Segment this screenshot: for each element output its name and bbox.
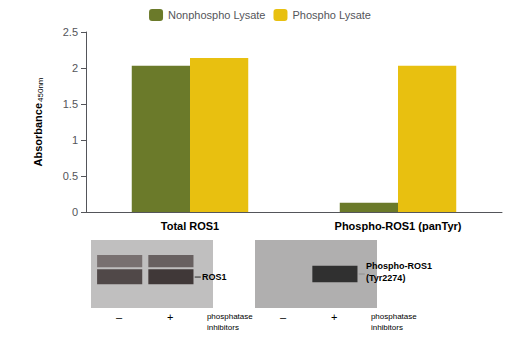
svg-text:1: 1 <box>72 134 78 146</box>
svg-text:+: + <box>167 311 173 323</box>
svg-text:phosphatase: phosphatase <box>207 312 253 321</box>
svg-text:Nonphospho Lysate: Nonphospho Lysate <box>168 9 265 21</box>
svg-text:ROS1: ROS1 <box>202 272 227 282</box>
svg-text:–: – <box>280 311 287 323</box>
svg-text:Phospho-ROS1: Phospho-ROS1 <box>366 261 432 271</box>
svg-text:phosphatase: phosphatase <box>371 312 417 321</box>
svg-text:inhibitors: inhibitors <box>207 323 239 332</box>
svg-text:inhibitors: inhibitors <box>371 323 403 332</box>
svg-text:+: + <box>331 311 337 323</box>
svg-text:0: 0 <box>72 206 78 218</box>
svg-text:2: 2 <box>72 62 78 74</box>
svg-text:450nm: 450nm <box>36 77 45 102</box>
svg-text:Absorbance: Absorbance <box>32 103 44 167</box>
svg-text:Phospho Lysate: Phospho Lysate <box>292 9 370 21</box>
svg-text:–: – <box>116 311 123 323</box>
svg-text:0.5: 0.5 <box>63 170 78 182</box>
svg-text:Phospho-ROS1 (panTyr): Phospho-ROS1 (panTyr) <box>335 220 462 232</box>
svg-text:2.5: 2.5 <box>63 26 78 38</box>
svg-text:(Tyr2274): (Tyr2274) <box>366 273 405 283</box>
svg-text:Total ROS1: Total ROS1 <box>161 220 219 232</box>
svg-text:1.5: 1.5 <box>63 98 78 110</box>
